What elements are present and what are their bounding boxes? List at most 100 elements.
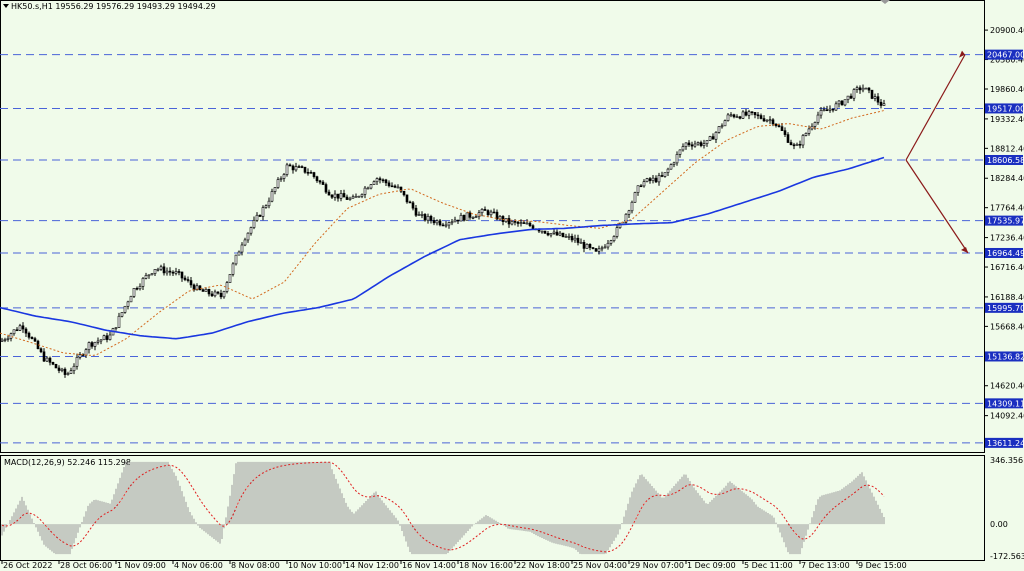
candle-body: [456, 219, 460, 222]
candle-body: [774, 123, 778, 126]
candle-body: [396, 186, 400, 189]
candle-body: [243, 239, 247, 246]
candle-body: [777, 125, 781, 128]
candle-body: [27, 332, 31, 338]
candle-body: [72, 365, 76, 372]
candle-body: [228, 274, 232, 283]
candle-body: [663, 172, 667, 177]
ma-long-line: [0, 156, 885, 340]
candle-body: [666, 168, 670, 173]
candle-body: [429, 216, 433, 221]
candle-body: [645, 178, 649, 182]
candle-body: [438, 220, 442, 226]
candle-body: [573, 237, 577, 241]
candle-body: [711, 136, 715, 140]
candle-body: [861, 87, 865, 91]
candle-body: [63, 368, 67, 375]
candle-body: [6, 337, 10, 340]
candle-body: [846, 95, 850, 100]
candle-body: [108, 334, 112, 340]
candle-body: [18, 325, 22, 331]
candle-body: [114, 327, 118, 329]
candle-body: [648, 178, 652, 181]
candle-body: [531, 225, 535, 230]
candle-body: [705, 140, 709, 144]
candle-body: [210, 293, 214, 297]
candle-body: [684, 142, 688, 147]
candle-body: [306, 172, 310, 174]
candle-body: [654, 177, 658, 183]
candle-body: [567, 235, 571, 238]
candle-body: [315, 176, 319, 182]
candle-body: [99, 339, 103, 342]
candle-body: [141, 278, 145, 287]
candle-body: [792, 144, 796, 147]
candle-body: [102, 335, 106, 341]
collapse-triangle-icon[interactable]: [3, 4, 9, 8]
candle-body: [279, 178, 283, 180]
candle-body: [678, 149, 682, 155]
candle-body: [351, 196, 355, 199]
candle-body: [525, 222, 529, 225]
candle-body: [615, 227, 619, 237]
candle-body: [144, 275, 148, 279]
candle-body: [375, 178, 379, 183]
candle-body: [720, 125, 724, 128]
main-pane-frame: [0, 0, 985, 453]
candle-body: [414, 207, 418, 216]
candle-body: [267, 200, 271, 207]
candle-body: [255, 214, 259, 221]
y-tick-label: 18812.40: [990, 144, 1024, 153]
candle-body: [852, 89, 856, 99]
candle-body: [249, 227, 253, 234]
candle-body: [771, 119, 775, 125]
candle-body: [516, 221, 520, 224]
candle-body: [78, 354, 82, 358]
candle-body: [33, 338, 37, 342]
candle-body: [57, 367, 61, 371]
x-tick-label: 8 Nov 08:00: [231, 561, 280, 570]
candle-body: [411, 202, 415, 209]
candle-body: [246, 232, 250, 241]
candle-body: [594, 248, 598, 252]
candle-body: [798, 144, 802, 146]
candle-body: [384, 179, 388, 184]
candle-body: [834, 103, 838, 111]
macd-label: MACD(12,26,9) 52.246 115.298: [4, 458, 131, 467]
level-tag-label: 13611.24: [987, 439, 1024, 448]
level-tag: [985, 302, 1023, 313]
candle-body: [651, 177, 655, 181]
candle-body: [420, 214, 424, 216]
candle-body: [48, 357, 52, 363]
candle-body: [723, 120, 727, 127]
shift-marker-icon[interactable]: [880, 0, 890, 4]
candle-body: [843, 99, 847, 106]
x-tick-label: 10 Nov 10:00: [288, 561, 342, 570]
candle-body: [366, 187, 370, 190]
projection-up-arrow[interactable]: [905, 54, 966, 161]
candle-body: [579, 242, 583, 244]
candle-body: [474, 216, 478, 219]
projection-down-arrow[interactable]: [905, 159, 969, 254]
candle-body: [783, 130, 787, 135]
candle-body: [633, 192, 637, 203]
x-tick-label: 1 Nov 09:00: [117, 561, 166, 570]
x-tick-label: 1 Dec 09:00: [687, 561, 736, 570]
candle-body: [483, 209, 487, 211]
candle-body: [432, 220, 436, 224]
candle-body: [681, 146, 685, 151]
candle-body: [564, 236, 568, 238]
candle-body: [192, 284, 196, 291]
candle-body: [75, 356, 79, 367]
level-tag: [985, 351, 1023, 362]
candle-body: [309, 172, 313, 174]
candle-body: [258, 214, 262, 217]
candle-body: [213, 291, 217, 297]
y-tick-label: 17236.40: [990, 234, 1024, 243]
candle-body: [570, 235, 574, 241]
level-tag: [985, 49, 1023, 60]
candle-body: [333, 193, 337, 198]
candle-body: [3, 339, 7, 341]
